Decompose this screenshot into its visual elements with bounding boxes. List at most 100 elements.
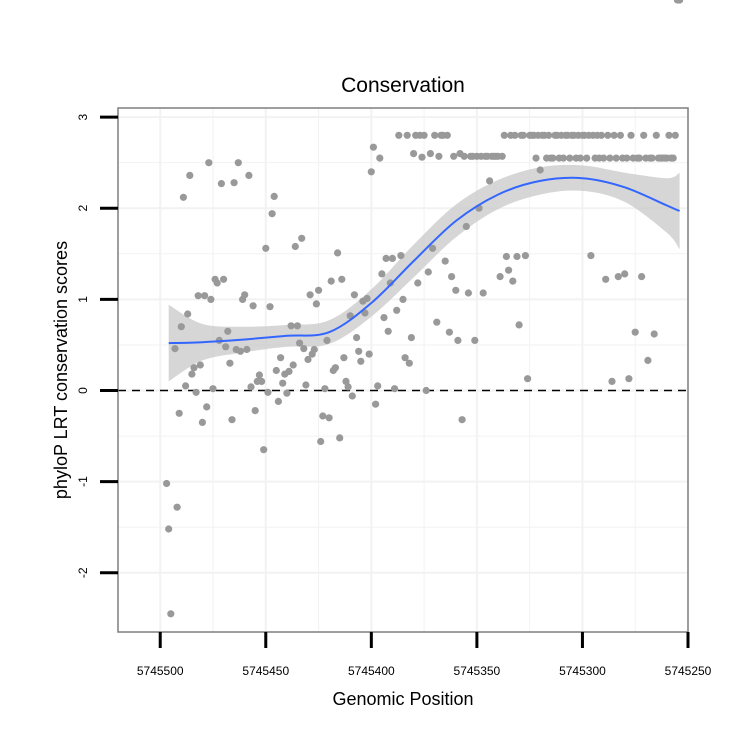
- smooth-fit-line: [168, 176, 680, 345]
- data-point: [401, 354, 409, 362]
- data-point: [262, 244, 270, 252]
- y-tick-label: 2: [76, 205, 90, 212]
- data-point: [644, 356, 652, 364]
- data-point: [576, 154, 584, 162]
- data-point: [220, 275, 228, 283]
- data-point: [405, 359, 413, 367]
- data-point: [524, 375, 532, 383]
- data-point: [454, 336, 462, 344]
- data-point: [566, 154, 574, 162]
- data-point: [179, 193, 187, 201]
- data-point: [433, 318, 441, 326]
- data-point: [431, 131, 439, 139]
- data-point: [511, 131, 519, 139]
- data-point: [163, 479, 171, 488]
- data-point: [403, 131, 411, 139]
- data-point: [363, 294, 371, 303]
- data-point: [260, 446, 268, 454]
- data-point: [648, 154, 656, 162]
- data-point: [287, 322, 295, 330]
- data-point: [264, 388, 272, 396]
- data-point: [414, 279, 422, 287]
- data-point: [623, 154, 631, 162]
- data-point: [196, 361, 204, 369]
- data-point: [479, 289, 487, 297]
- data-point: [266, 303, 274, 311]
- data-point: [500, 131, 508, 139]
- data-points: [163, 0, 684, 618]
- data-point: [458, 416, 466, 424]
- data-point: [177, 323, 185, 331]
- data-point: [638, 273, 646, 281]
- data-point: [184, 310, 192, 318]
- data-point: [325, 414, 333, 422]
- data-point: [471, 336, 479, 344]
- data-point: [245, 171, 253, 179]
- data-point: [464, 289, 472, 297]
- data-point: [348, 392, 356, 400]
- data-point: [209, 385, 217, 393]
- x-tick-label: 5745350: [454, 664, 501, 678]
- data-point: [369, 143, 377, 151]
- data-point: [207, 295, 215, 303]
- data-point: [165, 525, 173, 533]
- data-point: [621, 270, 629, 278]
- data-point: [627, 131, 635, 139]
- data-point: [304, 355, 312, 364]
- data-point: [652, 131, 660, 139]
- data-point: [502, 252, 510, 261]
- data-point: [285, 367, 293, 375]
- data-point: [515, 321, 523, 329]
- data-point: [336, 434, 344, 442]
- data-point: [486, 177, 494, 185]
- data-point: [203, 403, 211, 411]
- y-tick-label: -1: [76, 476, 90, 487]
- data-point: [272, 366, 280, 375]
- y-tick-label: 3: [76, 113, 90, 120]
- y-tick-label: 1: [76, 296, 90, 303]
- data-point: [429, 244, 437, 252]
- data-point: [302, 381, 310, 389]
- data-point: [610, 131, 618, 139]
- data-point: [509, 277, 517, 285]
- data-point: [323, 336, 331, 344]
- x-axis: 5745500 5745450 5745400 5745350 5745300 57452…: [137, 632, 712, 678]
- data-point: [393, 306, 401, 314]
- data-point: [243, 345, 251, 354]
- data-point: [300, 345, 308, 353]
- data-point: [228, 416, 236, 424]
- data-point: [192, 388, 200, 396]
- data-point: [268, 210, 276, 218]
- data-point: [407, 334, 415, 342]
- data-point: [519, 131, 527, 139]
- chart-title: Conservation: [341, 74, 465, 97]
- data-point: [384, 327, 392, 335]
- data-point: [460, 152, 468, 160]
- data-point: [167, 610, 175, 618]
- data-point: [602, 275, 610, 283]
- data-point: [255, 371, 263, 379]
- data-point: [650, 330, 658, 338]
- data-point: [190, 364, 198, 372]
- data-point: [559, 154, 568, 162]
- data-point: [338, 275, 346, 283]
- data-point: [443, 131, 451, 139]
- data-point: [665, 131, 673, 139]
- data-point: [372, 400, 380, 408]
- data-point: [397, 252, 405, 260]
- data-point: [201, 292, 209, 300]
- data-point: [378, 270, 386, 278]
- data-point: [625, 375, 633, 383]
- data-point: [317, 437, 325, 446]
- panel-border: [117, 107, 689, 633]
- data-point: [188, 370, 196, 378]
- data-point: [342, 377, 350, 385]
- data-point: [669, 154, 677, 162]
- data-point: [241, 291, 249, 299]
- data-point: [340, 354, 348, 362]
- data-point: [279, 379, 287, 387]
- data-point: [217, 180, 225, 188]
- data-point: [327, 277, 335, 285]
- data-point: [614, 273, 622, 281]
